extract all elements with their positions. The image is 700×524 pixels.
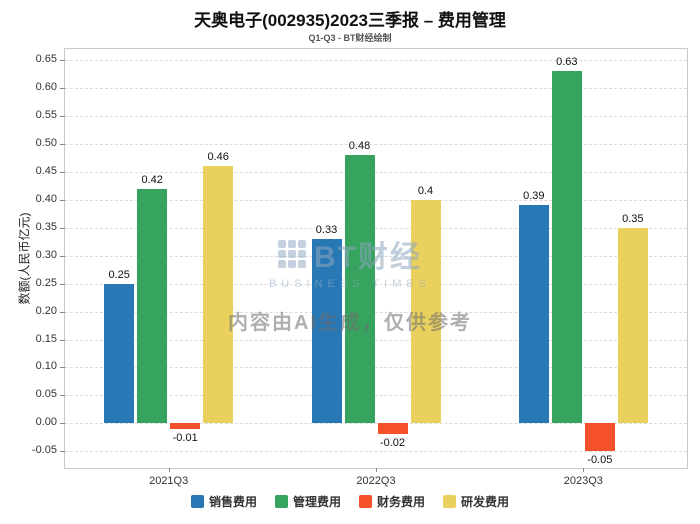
bar (410, 199, 441, 424)
chart-title: 天奥电子(002935)2023三季报 – 费用管理 (194, 11, 506, 30)
legend-swatch (190, 495, 204, 508)
bar (584, 423, 615, 452)
y-tick-mark (60, 171, 65, 173)
gridline (65, 255, 687, 257)
y-tick-label: 0.50 (35, 136, 57, 149)
gridline (65, 116, 687, 118)
y-tick-label: 0.55 (35, 109, 57, 122)
bar-value-label: 0.39 (523, 190, 545, 203)
bar (311, 238, 342, 424)
bar-value-label: -0.05 (587, 454, 613, 467)
y-tick-mark (60, 88, 65, 90)
gridline (65, 143, 687, 145)
legend-swatch (274, 495, 288, 508)
y-tick-mark (60, 423, 65, 425)
gridline (65, 339, 687, 341)
y-tick-mark (60, 227, 65, 229)
gridline (65, 367, 687, 369)
y-tick-label: 0.05 (35, 388, 57, 401)
bar-value-label: 0.42 (141, 173, 163, 186)
x-tick-label: 2021Q3 (149, 475, 189, 487)
gridline (65, 227, 687, 229)
y-tick-mark (60, 143, 65, 145)
y-tick-mark (60, 199, 65, 201)
y-tick-label: 0.15 (35, 332, 57, 345)
legend-item: 财务费用 (359, 493, 425, 510)
y-tick-mark (60, 395, 65, 397)
bar-value-label: 0.48 (348, 140, 371, 153)
y-tick-label: 0.00 (35, 416, 57, 429)
bar (377, 423, 408, 435)
x-tick-mark (583, 468, 585, 472)
bar (170, 423, 201, 429)
chart-subtitle: Q1-Q3 - BT财经绘制 (308, 33, 392, 43)
y-tick-label: 0.45 (35, 164, 57, 177)
y-tick-mark (60, 283, 65, 285)
y-tick-label: 0.20 (35, 304, 57, 317)
x-tick-label: 2022Q3 (356, 475, 396, 487)
bar (518, 205, 549, 424)
y-tick-label: 0.10 (35, 360, 57, 373)
legend-swatch (443, 495, 457, 508)
y-tick-label: 0.60 (35, 81, 57, 94)
gridline (65, 451, 687, 453)
y-tick-mark (60, 255, 65, 257)
bar-value-label: 0.35 (622, 212, 644, 225)
bar (137, 188, 168, 424)
y-tick-label: 0.35 (35, 220, 57, 233)
y-tick-mark (60, 60, 65, 62)
gridline (65, 283, 687, 285)
bar (617, 227, 648, 424)
legend-label: 销售费用 (208, 495, 257, 509)
x-tick-mark (168, 468, 170, 472)
bar-value-label: -0.01 (172, 431, 198, 444)
bar (203, 166, 234, 424)
gridline (65, 395, 687, 397)
y-tick-mark (60, 367, 65, 369)
bar-value-label: 0.46 (207, 151, 229, 164)
legend-item: 销售费用 (190, 493, 257, 510)
y-tick-mark (60, 339, 65, 341)
plot-area: -0.05 0.00 0.05 0.10 0.15 0.20 0.25 0.30 0.35 0.4… (32, 48, 688, 487)
legend-swatch (359, 495, 372, 508)
legend-item: 研发费用 (443, 493, 509, 510)
bar-value-label: 0.4 (417, 184, 434, 197)
x-tick-mark (376, 468, 377, 472)
legend-label: 财务费用 (377, 495, 426, 509)
bar (551, 71, 582, 424)
y-tick-label: 0.40 (35, 192, 57, 205)
gridline (65, 60, 687, 62)
bar (104, 283, 135, 424)
bar-value-label: -0.02 (379, 437, 406, 450)
y-tick-label: 0.65 (35, 53, 57, 66)
bar-value-label: 0.63 (556, 56, 578, 69)
y-tick-label: 0.30 (35, 248, 57, 261)
gridline (65, 88, 687, 90)
y-tick-label: 0.25 (35, 276, 57, 289)
bar-value-label: 0.25 (108, 268, 130, 281)
y-tick-mark (60, 451, 65, 453)
y-tick-mark (60, 311, 65, 313)
gridline (65, 423, 687, 425)
gridline (65, 311, 687, 313)
gridline (65, 199, 687, 201)
legend-item: 管理费用 (274, 493, 341, 510)
y-tick-label: -0.05 (31, 444, 57, 457)
x-tick-label: 2023Q3 (563, 475, 603, 487)
legend-label: 管理费用 (292, 495, 341, 509)
gridline (65, 171, 687, 173)
chart-legend: 销售费用 管理费用 财务费用 研发费用 (0, 493, 700, 510)
y-tick-mark (60, 116, 65, 118)
bar-value-label: 0.33 (315, 223, 338, 236)
legend-label: 研发费用 (461, 495, 510, 509)
bar (344, 155, 375, 424)
